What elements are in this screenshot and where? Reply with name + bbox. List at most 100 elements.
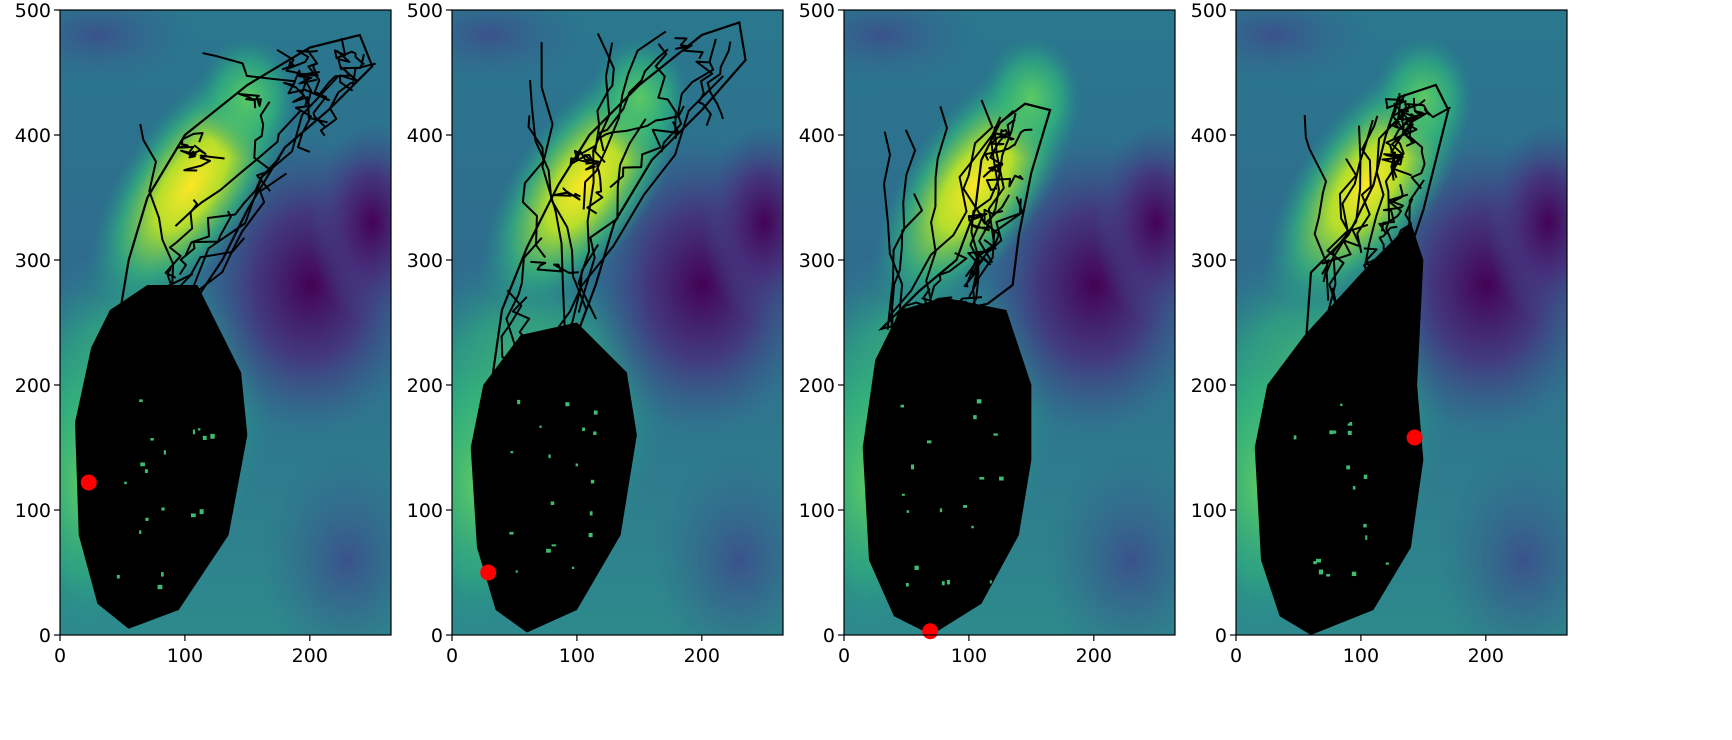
trajectory-gap xyxy=(192,429,196,435)
y-tick-label: 300 xyxy=(407,250,443,272)
trajectory-line xyxy=(336,49,358,92)
trajectory-line xyxy=(889,131,996,337)
trajectory-gap xyxy=(976,399,982,404)
plot-area xyxy=(452,10,783,635)
y-tick-label: 300 xyxy=(799,250,835,272)
y-tick-label: 100 xyxy=(799,500,835,522)
heatmap-green-region xyxy=(981,35,1082,160)
trajectory-gap xyxy=(1347,430,1352,435)
plot-area xyxy=(1236,10,1567,635)
y-tick-label: 200 xyxy=(1191,375,1227,397)
x-tick-label: 0 xyxy=(54,645,66,667)
trajectory-gap xyxy=(161,572,164,577)
start-marker xyxy=(80,474,97,491)
trajectory-gap xyxy=(1329,430,1334,435)
heatmap-purple-region xyxy=(701,122,783,323)
trajectory-gap xyxy=(593,431,597,435)
trajectory-line xyxy=(929,296,983,307)
x-tick-label: 0 xyxy=(446,645,458,667)
trajectory-gap xyxy=(571,566,575,569)
trajectory-gap xyxy=(116,574,120,579)
y-tick-label: 200 xyxy=(407,375,443,397)
y-tick-label: 400 xyxy=(407,125,443,147)
heatmap-purple-region xyxy=(1093,122,1175,323)
trajectory-gap xyxy=(588,533,593,538)
trajectory-line xyxy=(318,53,365,102)
x-tick-label: 200 xyxy=(1076,645,1112,667)
trajectory-line xyxy=(253,101,273,192)
y-tick-label: 400 xyxy=(1191,125,1227,147)
y-tick-label: 300 xyxy=(15,250,51,272)
trajectory-line xyxy=(968,194,1011,298)
y-tick-label: 200 xyxy=(799,375,835,397)
trajectory-gap xyxy=(979,476,985,480)
trajectory-gap xyxy=(550,501,555,505)
trajectory-gap xyxy=(914,565,919,570)
trajectory-line xyxy=(1363,93,1401,293)
trajectory-gap xyxy=(973,415,977,420)
trajectory-gap xyxy=(515,570,518,573)
trajectory-gap xyxy=(1352,486,1356,490)
trajectory-gap xyxy=(124,481,127,485)
trajectory-line xyxy=(972,110,1015,322)
trajectory-mass xyxy=(74,285,248,629)
trajectory-line xyxy=(333,37,365,66)
trajectory-gap xyxy=(926,440,932,444)
trajectory-gap xyxy=(1326,574,1331,577)
y-tick-label: 0 xyxy=(1215,625,1227,647)
trajectory-line xyxy=(984,128,1033,161)
trajectory-line xyxy=(319,62,376,137)
trajectory-line xyxy=(184,157,281,257)
heatmap-green-region xyxy=(1373,35,1474,160)
trajectory-gap xyxy=(589,511,593,516)
trajectory-line xyxy=(283,69,309,107)
trajectory-line xyxy=(174,109,302,227)
trajectory-line xyxy=(530,260,579,274)
trajectory-line xyxy=(540,42,573,366)
panel-1: 0 100 200 300 400 500 0 100 200 xyxy=(15,0,392,667)
trajectory-line xyxy=(552,187,581,201)
trajectory-mass xyxy=(1254,222,1424,635)
trajectory-line xyxy=(582,30,667,210)
trajectory-line xyxy=(1314,179,1425,366)
trajectory-line xyxy=(177,132,204,154)
trajectory-line xyxy=(514,75,724,411)
panel-3: 0 100 200 300 400 500 0 100 200 xyxy=(799,0,1176,667)
trajectory-gap xyxy=(593,410,598,415)
trajectory-line xyxy=(164,199,199,279)
trajectory-line xyxy=(964,112,1017,278)
trajectory-gap xyxy=(565,402,570,407)
trajectory-line xyxy=(152,75,339,362)
trajectory-line xyxy=(1389,111,1410,133)
trajectory-gap xyxy=(517,399,521,405)
trajectory-gap xyxy=(145,517,149,521)
trajectory-line xyxy=(912,316,952,385)
trajectory-line xyxy=(276,48,328,124)
heatmap-blue-region xyxy=(60,10,198,85)
trajectory-line xyxy=(990,133,1008,146)
trajectory-gap xyxy=(946,579,951,585)
y-tick-label: 400 xyxy=(799,125,835,147)
y-tick-label: 400 xyxy=(15,125,51,147)
trajectory-line xyxy=(695,60,714,126)
trajectory-gap xyxy=(546,548,551,553)
trajectory-line xyxy=(1401,109,1426,124)
trajectory-gap xyxy=(139,399,143,403)
trajectory-line xyxy=(1321,223,1369,275)
trajectory-line xyxy=(706,41,732,120)
trajectory-line xyxy=(171,172,288,331)
trajectory-gap xyxy=(510,451,514,454)
trajectory-gap xyxy=(939,508,943,513)
trajectory-line xyxy=(1322,125,1362,381)
trajectory-mass xyxy=(470,322,637,633)
trajectory-line xyxy=(1408,111,1429,190)
y-tick-label: 500 xyxy=(15,0,51,22)
trajectory-gap xyxy=(140,462,145,467)
start-marker xyxy=(480,564,497,581)
trajectory-line xyxy=(1378,184,1404,235)
trajectory-gap xyxy=(1363,474,1368,479)
trajectory-plume-outline xyxy=(877,102,1052,331)
trajectory-line xyxy=(529,80,588,311)
trajectory-gap xyxy=(161,507,165,511)
trajectory-gap xyxy=(1363,523,1367,528)
